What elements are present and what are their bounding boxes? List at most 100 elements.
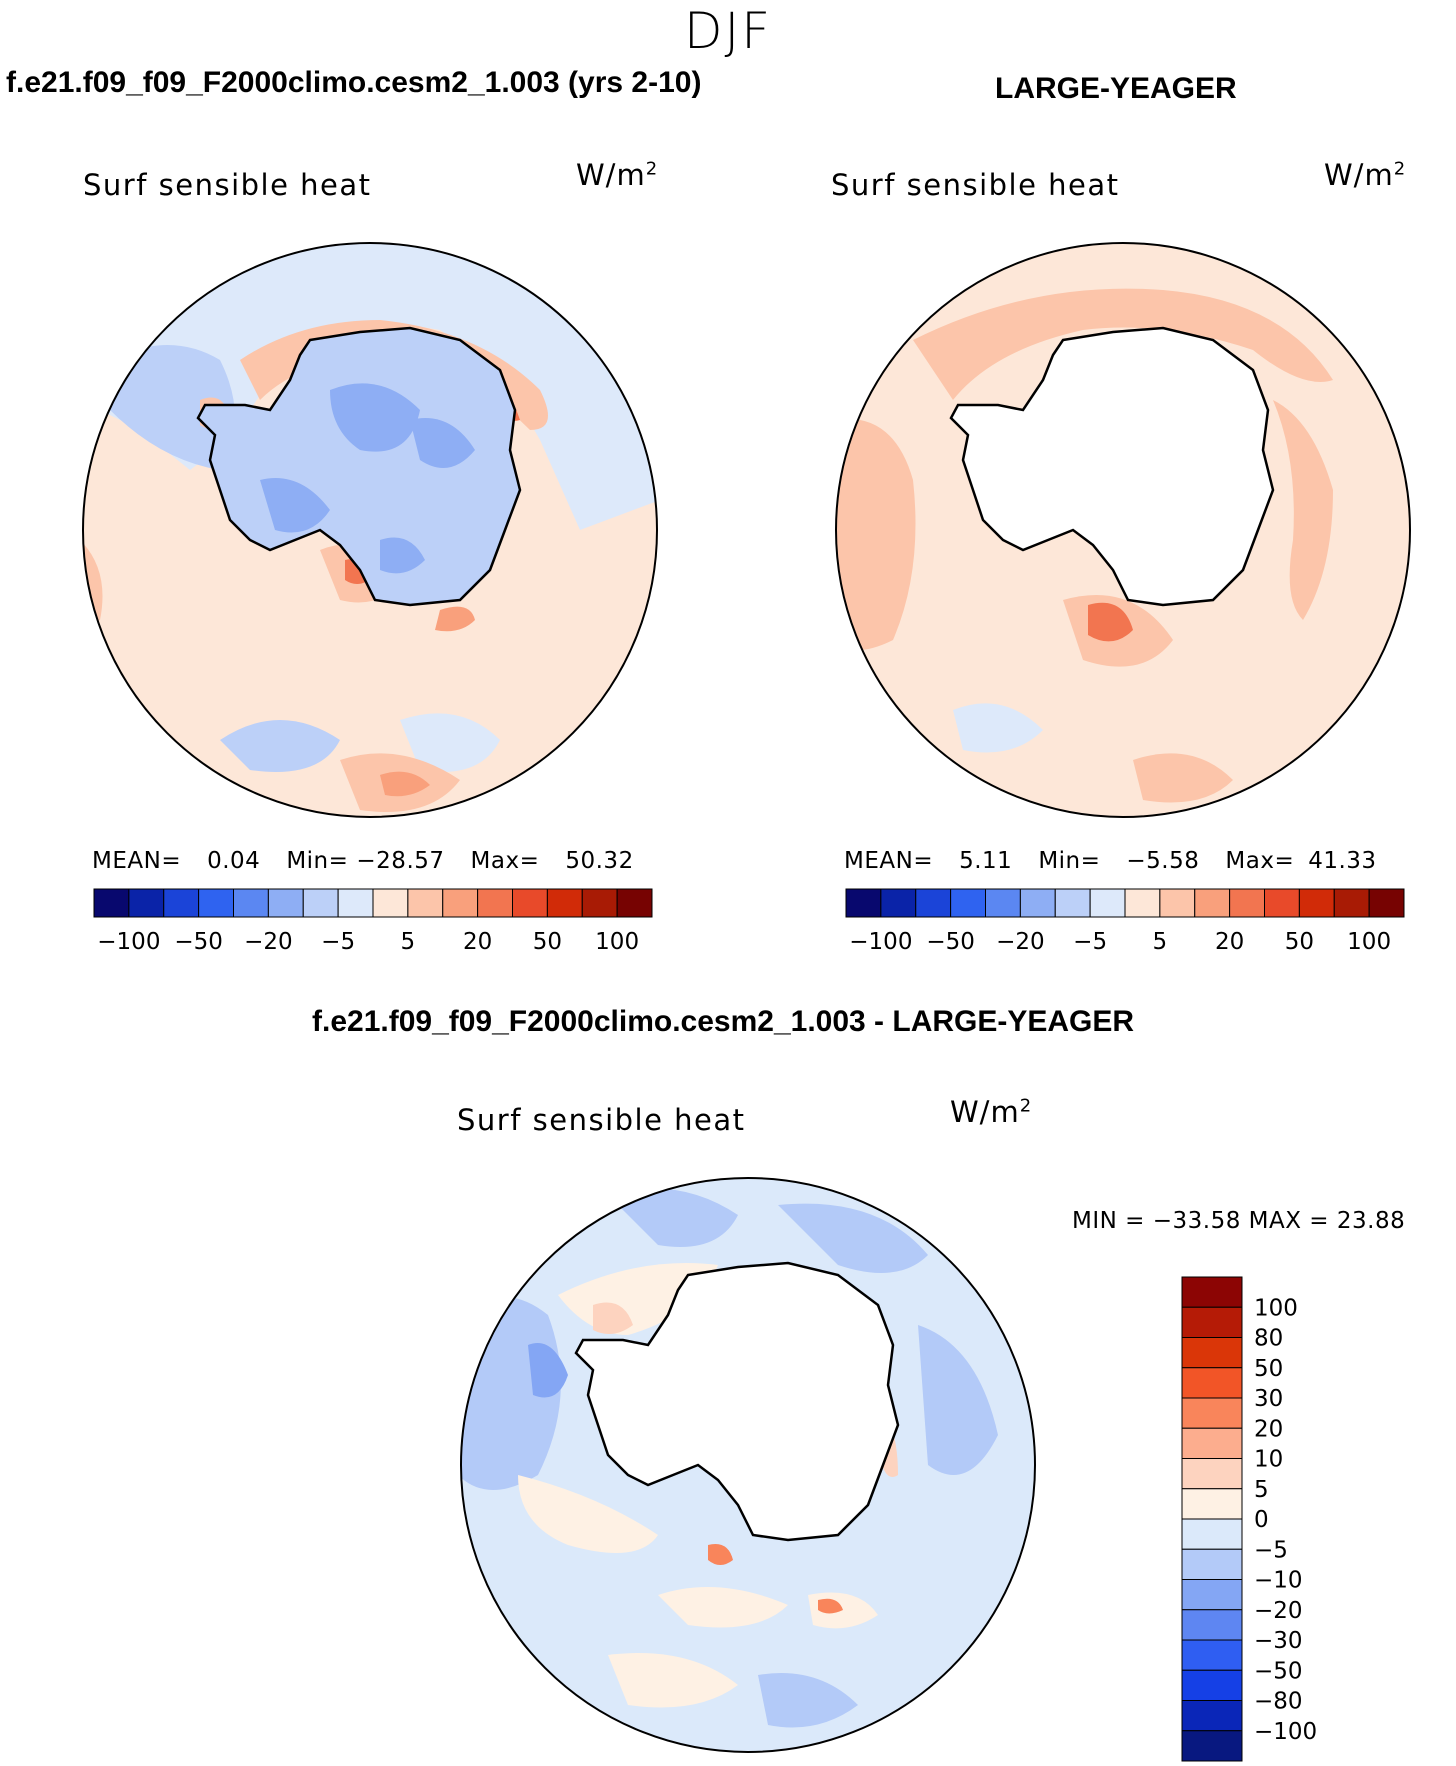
left-plot-title: Surf sensible heat [83, 168, 372, 202]
left-colorbar-tick: −100 [97, 929, 160, 955]
right-colorbar-box [880, 888, 917, 918]
left-colorbar-box [267, 888, 304, 918]
right-colorbar-box [1159, 888, 1196, 918]
land-field [260, 478, 330, 533]
right-colorbar-box [1298, 888, 1335, 918]
right-colorbar-tick: −100 [849, 929, 912, 955]
diff-colorbar-tick: −10 [1254, 1568, 1303, 1594]
right-colorbar-box [1194, 888, 1231, 918]
ocean-field [913, 288, 1333, 400]
antarctica-landmass [949, 326, 1275, 607]
diff-colorbar-box [1181, 1669, 1243, 1701]
ocean-field [608, 1188, 738, 1247]
ocean-field [658, 1587, 788, 1628]
left-units: W/m2 [576, 158, 659, 192]
left-colorbar-tick: 50 [533, 929, 562, 955]
ocean-field [1088, 602, 1133, 642]
diff-colorbar-tick: −80 [1254, 1689, 1303, 1715]
right-colorbar-box [1089, 888, 1126, 918]
left-polar-map [82, 242, 658, 818]
left-colorbar-box [616, 888, 653, 918]
diff-colorbar-tick: 20 [1254, 1416, 1283, 1442]
diff-colorbar-tick: 10 [1254, 1447, 1283, 1473]
ocean-field [758, 1673, 858, 1728]
ocean-field [818, 1598, 843, 1614]
right-stats: MEAN= 5.11 Min= −5.58 Max= 41.33 [844, 848, 1377, 874]
diff-colorbar-box [1181, 1337, 1243, 1369]
left-colorbar-box [163, 888, 200, 918]
left-colorbar-box [128, 888, 165, 918]
left-colorbar: −100 −50 −20 −5 5 20 50 100 [93, 888, 653, 955]
left-colorbar-box [581, 888, 618, 918]
diff-colorbar-box [1181, 1609, 1243, 1641]
right-colorbar-box [950, 888, 986, 918]
ocean-field [380, 771, 430, 797]
left-colorbar-tick: −5 [321, 929, 355, 955]
left-colorbar-box [233, 888, 269, 918]
diff-colorbar-tick: −50 [1254, 1658, 1303, 1684]
right-colorbar: −100 −50 −20 −5 5 20 50 100 [845, 888, 1405, 955]
left-colorbar-box [337, 888, 374, 918]
diff-colorbar-box [1181, 1518, 1243, 1550]
ocean-field [708, 1544, 733, 1565]
diff-colorbar-box [1181, 1458, 1243, 1490]
left-colorbar-tick: −50 [174, 929, 223, 955]
diff-colorbar-tick: 30 [1254, 1386, 1283, 1412]
right-colorbar-box [1333, 888, 1370, 918]
antarctica-landmass [196, 326, 522, 607]
diff-colorbar-box [1181, 1276, 1243, 1308]
diff-minmax: MIN = −33.58 MAX = 23.88 [1072, 1208, 1406, 1234]
left-colorbar-tick: 100 [595, 929, 639, 955]
right-colorbar-tick: 20 [1215, 929, 1244, 955]
diff-colorbar-tick: −20 [1254, 1598, 1303, 1624]
left-colorbar-box [546, 888, 583, 918]
left-colorbar-tick: 5 [401, 929, 416, 955]
right-colorbar-tick: 100 [1347, 929, 1391, 955]
left-min-label: Min= [286, 848, 349, 874]
left-colorbar-box [302, 888, 339, 918]
left-case-title: f.e21.f09_f09_F2000climo.cesm2_1.003 (yr… [6, 66, 702, 99]
ocean-field [528, 1343, 568, 1398]
left-colorbar-box [477, 888, 513, 918]
ocean-field [1133, 753, 1233, 803]
right-colorbar-tick: −5 [1073, 929, 1107, 955]
diff-colorbar-tick: 5 [1254, 1477, 1269, 1503]
diff-colorbar-tick: 50 [1254, 1356, 1283, 1382]
left-colorbar-box [93, 888, 130, 918]
season-title: DJF [683, 2, 772, 60]
right-colorbar-tick: 5 [1153, 929, 1168, 955]
ocean-field [83, 243, 657, 530]
diff-colorbar-tick: 0 [1254, 1507, 1269, 1533]
left-mean-value: 0.04 [207, 848, 261, 874]
ocean-field [836, 418, 916, 650]
ocean-field [518, 1475, 658, 1553]
left-colorbar-box [442, 888, 479, 918]
left-colorbar-tick: −20 [244, 929, 293, 955]
ocean-field [220, 720, 340, 772]
left-colorbar-box [407, 888, 444, 918]
diff-colorbar-box [1181, 1306, 1243, 1338]
right-colorbar-box [1229, 888, 1265, 918]
left-max-value: 50.32 [565, 848, 634, 874]
diff-colorbar-box [1181, 1700, 1243, 1732]
right-colorbar-box [915, 888, 952, 918]
right-colorbar-tick: −20 [996, 929, 1045, 955]
right-mean-label: MEAN= [844, 848, 934, 874]
ocean-field [400, 713, 500, 772]
right-min-value: −5.58 [1126, 848, 1200, 874]
right-colorbar-box [1019, 888, 1056, 918]
right-colorbar-tick: −50 [926, 929, 975, 955]
ocean-field [953, 703, 1043, 753]
diff-colorbar-box [1181, 1579, 1243, 1611]
right-mean-value: 5.11 [959, 848, 1013, 874]
right-plot-title: Surf sensible heat [831, 168, 1120, 202]
left-min-value: −28.57 [356, 848, 445, 874]
right-units: W/m2 [1324, 158, 1407, 192]
right-colorbar-box [1124, 888, 1161, 918]
right-max-label: Max= [1225, 848, 1295, 874]
diff-colorbar-box [1181, 1397, 1243, 1429]
diff-colorbar-tick: −5 [1254, 1537, 1288, 1563]
diff-case-title: f.e21.f09_f09_F2000climo.cesm2_1.003 - L… [312, 1005, 1135, 1038]
ocean-field [778, 1203, 928, 1273]
